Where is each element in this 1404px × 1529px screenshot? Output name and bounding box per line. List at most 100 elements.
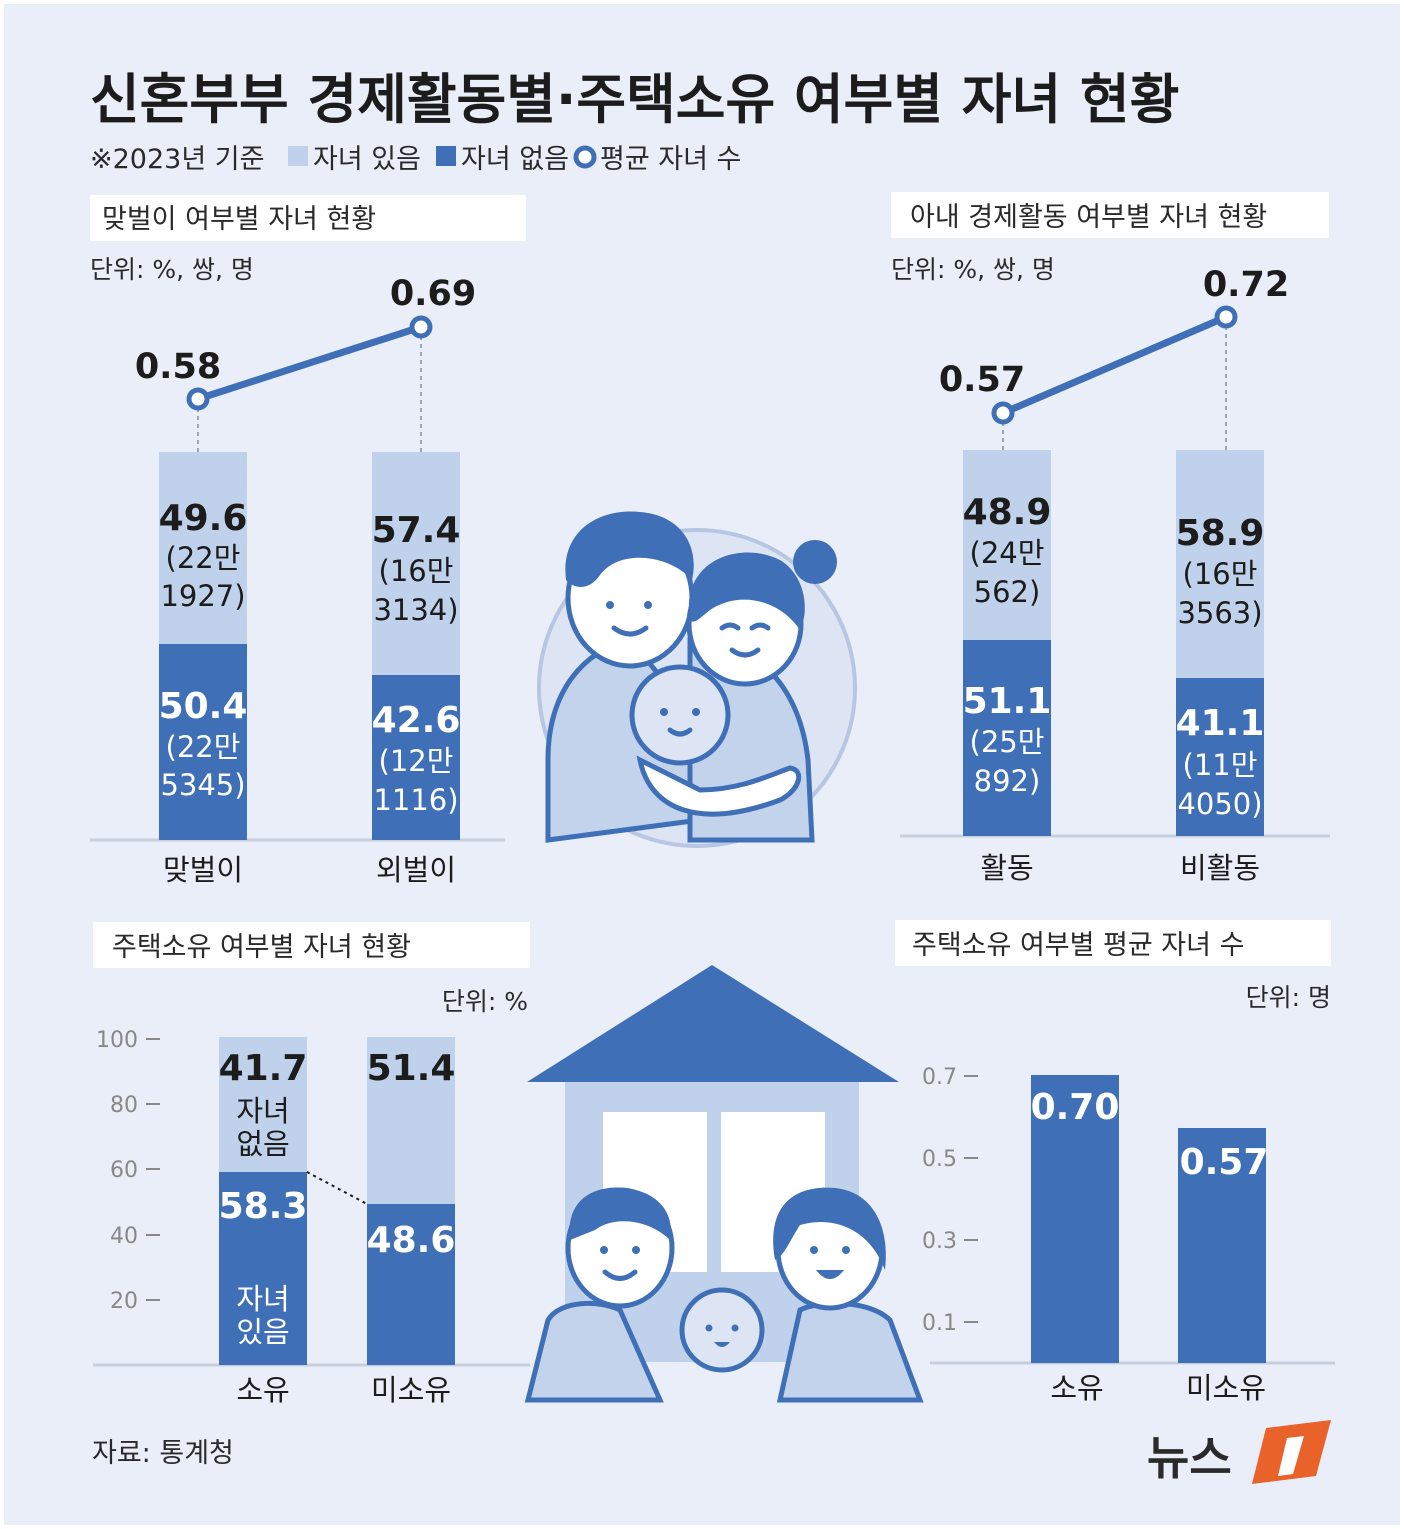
panel4-title: 주택소유 여부별 평균 자녀 수 bbox=[912, 930, 1244, 961]
panel2-cat-2: 비활동 bbox=[1180, 851, 1260, 885]
mother2-mouth bbox=[816, 1270, 844, 1279]
panel3-bar-2-dark bbox=[367, 1204, 455, 1365]
panel1-unit: 단위: %, 쌍, 명 bbox=[90, 255, 254, 284]
mother-body-2 bbox=[776, 1301, 924, 1403]
panel2-bar-1-top-count2: 562) bbox=[974, 575, 1041, 609]
panel2-bar-1-dark bbox=[963, 640, 1051, 836]
panel1-avg-point-2 bbox=[409, 315, 433, 339]
panel1-bar-1-top-value: 49.6 bbox=[159, 498, 248, 539]
panel4-ytick-07: 0.7 bbox=[922, 1065, 957, 1090]
panel4-ytick-03: 0.3 bbox=[922, 1229, 957, 1254]
panel2-bar-1: 48.9 (24만 562) 51.1 (25만 892) 활동 bbox=[963, 450, 1052, 885]
father-body-2 bbox=[524, 1300, 664, 1403]
father-mouth bbox=[611, 625, 649, 637]
panel3-yaxis: 100 80 60 40 20 bbox=[96, 1028, 160, 1314]
father-eye-left bbox=[606, 601, 614, 609]
panel2-bar-2-top-count1: (16만 bbox=[1183, 557, 1258, 591]
legend-swatch-has-children bbox=[288, 146, 308, 166]
panel3-ytick-20: 20 bbox=[110, 1289, 138, 1314]
panel4-ytick-05: 0.5 bbox=[922, 1147, 957, 1172]
panel1-bar-1-bottom-count1: (22만 bbox=[166, 730, 241, 764]
legend-avg: 평균 자녀 수 bbox=[600, 144, 741, 175]
father-eye-right bbox=[644, 601, 652, 609]
panel1-bar-2-top-count2: 3134) bbox=[373, 593, 458, 627]
panel2-avg-point-2 bbox=[1214, 305, 1238, 329]
panel2-title: 아내 경제활동 여부별 자녀 현황 bbox=[910, 202, 1267, 233]
mother-eye-right bbox=[749, 622, 771, 631]
panel1-title-box bbox=[90, 195, 526, 241]
panel4-bar-2-rect bbox=[1178, 1128, 1266, 1363]
news1-logo: 뉴스 bbox=[1147, 1420, 1331, 1485]
panel3-bar-2-top-value: 51.4 bbox=[367, 1048, 456, 1089]
logo-mark-one bbox=[1278, 1436, 1304, 1476]
logo-text: 뉴스 bbox=[1147, 1431, 1232, 1485]
panel1-cat-1: 맞벌이 bbox=[163, 853, 243, 887]
panel2-bar-2-bottom-count1: (11만 bbox=[1183, 748, 1258, 782]
mother2-eye-left bbox=[810, 1246, 818, 1254]
panel1-avg-label-1: 0.58 bbox=[135, 347, 221, 387]
father2-eye-left bbox=[600, 1246, 608, 1254]
panel4-cat-2: 미소유 bbox=[1186, 1371, 1266, 1405]
mother-hair-2 bbox=[773, 1187, 886, 1270]
baby2-eye-left bbox=[705, 1324, 713, 1332]
house-illustration bbox=[524, 965, 924, 1403]
panel1-cat-2: 외벌이 bbox=[376, 853, 456, 887]
panel1-bar-1-bottom-value: 50.4 bbox=[159, 686, 248, 727]
panel4-bar-1: 0.70 소유 bbox=[1031, 1075, 1120, 1405]
panel3-bar-1-bottom-value: 58.3 bbox=[219, 1186, 308, 1227]
family-illustration bbox=[537, 511, 857, 848]
panel2-unit: 단위: %, 쌍, 명 bbox=[891, 255, 1055, 284]
panel4-ytick-01: 0.1 bbox=[922, 1311, 957, 1336]
panel1-bar-2: 57.4 (16만 3134) 42.6 (12만 1116) 외벌이 bbox=[372, 452, 461, 887]
panel3-title-box bbox=[93, 922, 530, 968]
legend-basis: ※2023년 기준 bbox=[90, 144, 264, 175]
panel1-avg-segment bbox=[196, 323, 423, 403]
legend-no-children: 자녀 없음 bbox=[461, 144, 569, 175]
panel4-title-box bbox=[895, 920, 1331, 966]
father-hair bbox=[565, 511, 694, 587]
legend-has-children: 자녀 있음 bbox=[313, 144, 421, 175]
mother-hair-bun bbox=[793, 540, 837, 584]
baby-face-2 bbox=[679, 1287, 765, 1373]
panel2-bar-1-bottom-count1: (25만 bbox=[970, 725, 1045, 759]
mother-hair bbox=[688, 552, 805, 630]
panel3-ytick-40: 40 bbox=[110, 1224, 138, 1249]
panel1-avg-line: 0.58 0.69 bbox=[135, 274, 476, 452]
mother2-eye-right bbox=[842, 1246, 850, 1254]
panel3-bar-1-dark bbox=[219, 1172, 307, 1365]
panel2-bar-1-top-value: 48.9 bbox=[963, 492, 1052, 533]
panel4-bar-1-value: 0.70 bbox=[1031, 1087, 1120, 1128]
panel3-bar-1-top-value: 41.7 bbox=[219, 1048, 308, 1089]
panel3-ytick-60: 60 bbox=[110, 1158, 138, 1183]
father2-mouth bbox=[602, 1269, 638, 1281]
baby2-eye-right bbox=[731, 1324, 739, 1332]
panel1-avg-label-2: 0.69 bbox=[390, 274, 476, 314]
panel1-bar-2-top-count1: (16만 bbox=[379, 554, 454, 588]
panel2-avg-segment bbox=[1001, 313, 1228, 417]
panel3-unit: 단위: % bbox=[442, 987, 528, 1016]
panel1-bar-1-top-count2: 1927) bbox=[160, 579, 245, 613]
panel3-title: 주택소유 여부별 자녀 현황 bbox=[112, 932, 411, 963]
panel1-bar-1-dark bbox=[159, 644, 247, 840]
panel1-avg-point-1 bbox=[186, 387, 210, 411]
panel1-bar-2-top-value: 57.4 bbox=[372, 510, 461, 551]
mother-mouth bbox=[729, 647, 761, 658]
panel2-title-box bbox=[891, 192, 1329, 238]
panel2-bar-1-bottom-count2: 892) bbox=[974, 764, 1041, 798]
panel3-cat-1: 소유 bbox=[236, 1373, 289, 1407]
legend-dot-avg bbox=[573, 145, 597, 169]
father-hair-2 bbox=[569, 1187, 671, 1240]
panel3-connector bbox=[306, 1171, 368, 1205]
baby-eye-right bbox=[692, 708, 700, 716]
panel2-avg-line: 0.57 0.72 bbox=[939, 265, 1289, 450]
panel3-annot-has-1: 자녀 bbox=[236, 1282, 289, 1316]
house-roof bbox=[527, 965, 899, 1082]
panel1-bar-2-bottom-value: 42.6 bbox=[372, 700, 461, 741]
panel1-bar-2-dark bbox=[372, 675, 460, 840]
panel4-unit: 단위: 명 bbox=[1246, 983, 1331, 1012]
panel3-bar-2-bottom-value: 48.6 bbox=[367, 1220, 456, 1261]
baby-eye-left bbox=[660, 708, 668, 716]
panel2-bar-2-bottom-value: 41.1 bbox=[1176, 703, 1265, 744]
panel1-bar-1-top-count1: (22만 bbox=[166, 541, 241, 575]
